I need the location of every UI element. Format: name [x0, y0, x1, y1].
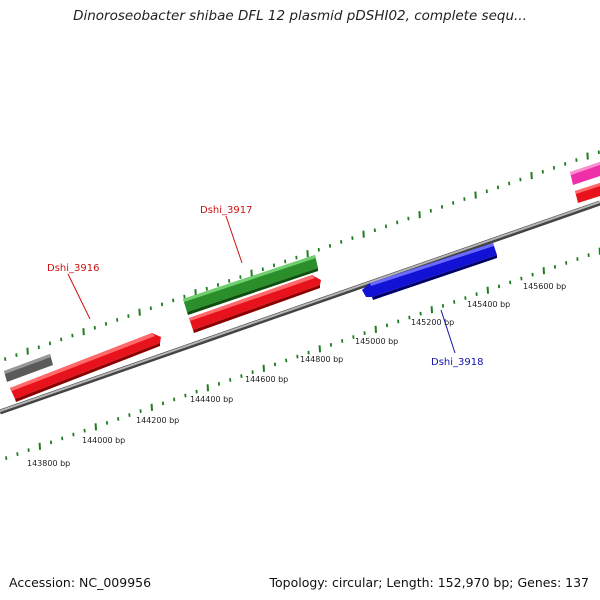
bp-label: 144000 bp: [82, 436, 125, 445]
gene-gray[interactable]: [4, 354, 53, 382]
dshi-3916-leader: [67, 273, 91, 320]
gene-label-dshi-3917: Dshi_3917: [200, 205, 252, 216]
gene-dshi-3918[interactable]: [362, 243, 497, 300]
bp-label: 144200 bp: [136, 416, 179, 425]
gene-red-2[interactable]: [189, 275, 321, 333]
dshi-3917-leader: [225, 215, 243, 264]
bp-label: 145600 bp: [523, 282, 566, 291]
bp-label: 145200 bp: [411, 318, 454, 327]
gene-label-dshi-3918: Dshi_3918: [431, 357, 483, 368]
sequence-backbone-highlight: [0, 201, 600, 412]
gene-pink[interactable]: [570, 162, 600, 185]
bp-label: 144400 bp: [190, 395, 233, 404]
dshi-3918-leader: [440, 309, 456, 354]
gene-dshi-3916[interactable]: [10, 333, 161, 402]
upper-tick-marks: [4, 150, 600, 361]
bp-label: 144800 bp: [300, 355, 343, 364]
lower-tick-marks: [5, 247, 600, 460]
bp-label: 145000 bp: [355, 337, 398, 346]
topology-summary-text: Topology: circular; Length: 152,970 bp; …: [269, 575, 590, 590]
bp-label: 143800 bp: [27, 459, 70, 468]
bp-label: 144600 bp: [245, 375, 288, 384]
gene-dshi-3917[interactable]: [183, 255, 318, 315]
accession-text: Accession: NC_009956: [9, 575, 152, 590]
gene-label-dshi-3916: Dshi_3916: [47, 263, 99, 274]
gene-red-3[interactable]: [575, 183, 600, 203]
page-title: Dinoroseobacter shibae DFL 12 plasmid pD…: [73, 8, 527, 24]
bp-label: 145400 bp: [467, 300, 510, 309]
